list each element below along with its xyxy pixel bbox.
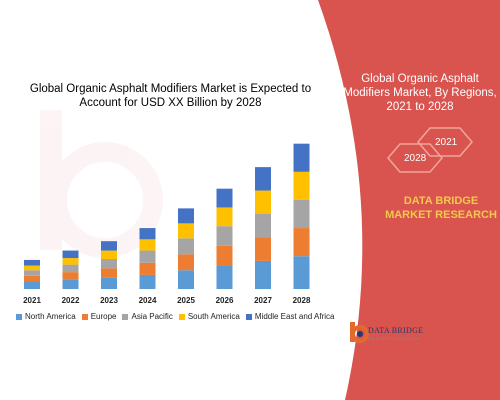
chart-plot: [24, 143, 310, 289]
logo-name: DATA BRIDGE: [368, 326, 424, 335]
bar-2023-middle-east-and-africa: [101, 241, 117, 251]
legend-item: South America: [178, 312, 240, 321]
logo-tagline: MARKET RESEARCH: [368, 336, 420, 341]
bar-2027-north-america: [255, 260, 271, 289]
hex-year-2028: 2028: [404, 153, 427, 164]
legend-swatch: [81, 313, 88, 320]
bar-2028-middle-east-and-africa: [293, 143, 310, 172]
legend-item: Middle East and Africa: [245, 312, 335, 321]
bar-2023-south-america: [101, 250, 117, 259]
brand-text: DATA BRIDGE MARKET RESEARCH: [385, 195, 497, 221]
chart-title: Global Organic Asphalt Modifiers Market …: [29, 83, 312, 109]
bar-2028-north-america: [293, 256, 310, 289]
bar-2025-asia-pacific: [178, 238, 194, 255]
legend-swatch: [178, 313, 185, 320]
x-tick-label: 2023: [100, 296, 118, 305]
hexagon-upper: [416, 127, 474, 157]
bar-2022-asia-pacific: [62, 264, 79, 273]
side-panel-title: Global Organic Asphalt Modifiers Market,…: [343, 73, 497, 113]
hex-year-2021: 2021: [435, 137, 458, 148]
bar-2026-asia-pacific: [216, 226, 233, 246]
legend-label: North America: [25, 312, 76, 321]
bar-2023-north-america: [101, 277, 117, 289]
x-tick-label: 2022: [62, 296, 80, 305]
legend-swatch: [122, 313, 129, 320]
legend-item: Europe: [81, 312, 117, 321]
bar-2024-south-america: [139, 239, 156, 251]
legend-swatch: [245, 313, 252, 320]
hexagon-lower: [386, 143, 444, 173]
bar-2027-europe: [255, 237, 271, 261]
watermark-graphic: [40, 110, 163, 258]
bar-2024-middle-east-and-africa: [139, 228, 156, 240]
bar-2021-middle-east-and-africa: [24, 259, 40, 266]
x-tick-label: 2024: [139, 296, 157, 305]
bar-2027-south-america: [255, 190, 271, 214]
bar-2022-south-america: [62, 258, 79, 265]
bar-2026-north-america: [216, 265, 233, 289]
x-tick-label: 2028: [293, 296, 311, 305]
dbmr-logo-icon: [350, 322, 369, 343]
x-tick-label: 2021: [23, 296, 41, 305]
bar-2021-europe: [24, 275, 40, 282]
bar-2026-south-america: [216, 207, 233, 227]
bar-2028-asia-pacific: [293, 199, 310, 229]
bar-2025-middle-east-and-africa: [178, 208, 194, 224]
bar-2027-asia-pacific: [255, 214, 271, 238]
red-side-panel: [318, 0, 500, 400]
x-tick-label: 2027: [254, 296, 272, 305]
legend-swatch: [16, 313, 22, 320]
bar-2025-north-america: [178, 270, 194, 289]
bar-2021-south-america: [24, 265, 40, 271]
bar-2025-south-america: [178, 223, 194, 239]
legend-label: Middle East and Africa: [254, 312, 335, 321]
bar-2027-middle-east-and-africa: [255, 167, 271, 191]
legend-item: North America: [16, 312, 76, 321]
bar-2022-north-america: [62, 279, 79, 289]
bar-2024-europe: [139, 262, 156, 275]
legend-item: Asia Pacific: [122, 312, 173, 321]
bar-2026-europe: [216, 245, 233, 266]
bar-2026-middle-east-and-africa: [216, 188, 233, 208]
x-axis-labels: 2021 2022 2023 2024 2025 2026 2027 2028: [23, 296, 311, 305]
bar-2021-asia-pacific: [24, 270, 40, 276]
bar-2023-asia-pacific: [101, 259, 117, 269]
bar-2021-north-america: [24, 281, 40, 289]
bar-2022-europe: [62, 272, 79, 280]
bar-2025-europe: [178, 254, 194, 271]
bar-2023-europe: [101, 268, 117, 278]
bar-2028-south-america: [293, 171, 310, 200]
legend-label: South America: [187, 312, 240, 321]
x-tick-label: 2026: [216, 296, 234, 305]
bar-2024-north-america: [139, 274, 156, 289]
legend-label: Europe: [90, 312, 117, 321]
bar-2022-middle-east-and-africa: [62, 250, 79, 259]
x-tick-label: 2025: [177, 296, 195, 305]
legend-label: Asia Pacific: [131, 312, 173, 321]
bar-2024-asia-pacific: [139, 250, 156, 263]
bar-2028-europe: [293, 228, 310, 257]
chart-legend: North America Europe Asia Pacific South Ame…: [16, 312, 340, 321]
